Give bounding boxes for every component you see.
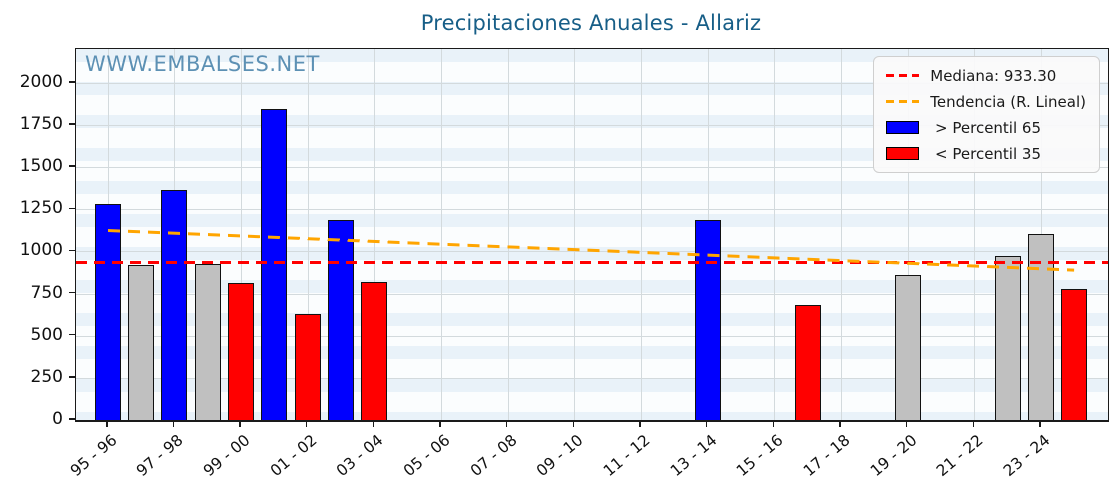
y-tick-label: 1250 [19,198,63,219]
y-tick-label: 500 [30,324,63,345]
x-tick-mark [106,421,108,427]
y-tick-mark [69,165,75,167]
y-tick-mark [69,123,75,125]
y-gridline [76,167,1108,168]
x-tick-label: 23 - 24 [999,431,1054,481]
watermark: WWW.EMBALSES.NET [85,52,320,76]
x-tick-label: 97 - 98 [133,431,187,481]
bar-23-24 [1027,233,1054,420]
y-tick-mark [69,333,75,336]
y-tick-label: 2000 [19,71,63,92]
x-tick-label: 03 - 04 [333,431,387,481]
x-tick-label: 15 - 16 [733,431,787,481]
bar-22-23 [994,255,1021,420]
bar-03-04 [361,282,388,420]
median-dash-swatch [886,74,920,77]
y-tick-mark [69,291,75,294]
chart-title: Precipitaciones Anuales - Allariz [420,11,762,35]
trend-dash-swatch [886,100,920,103]
x-tick-label: 11 - 12 [599,431,654,481]
y-gridline [76,82,1108,84]
legend-label-median: Mediana: 933.30 [930,66,1057,85]
legend-label-p35: < Percentil 35 [930,144,1042,163]
x-gridline [307,49,309,420]
x-tick-mark [239,421,241,427]
x-tick-label: 17 - 18 [799,431,854,481]
y-tick-mark [69,376,75,378]
x-tick-mark [305,421,308,427]
x-tick-label: 19 - 20 [866,431,921,481]
y-gridline [76,377,1108,379]
x-gridline [907,49,909,420]
x-gridline [974,49,976,420]
bar-01-02 [294,313,321,420]
x-tick-mark [839,421,841,427]
x-tick-mark [905,421,908,427]
plot-area: WWW.EMBALSES.NET Mediana: 933.30 Tendenc… [75,48,1109,422]
legend-item-p65: > Percentil 65 [886,118,1086,137]
y-gridline [76,293,1108,295]
legend: Mediana: 933.30 Tendencia (R. Lineal) > … [873,56,1100,173]
x-tick-mark [772,421,774,427]
legend-item-p35: < Percentil 35 [886,144,1086,163]
x-gridline [574,49,576,420]
legend-item-trend: Tendencia (R. Lineal) [886,92,1086,111]
p65-patch-swatch [886,121,920,134]
x-tick-mark [1039,421,1041,427]
bar-95-96 [94,204,121,420]
x-gridline [841,49,842,420]
x-tick-label: 05 - 06 [399,431,454,481]
x-tick-label: 13 - 14 [666,431,721,481]
bar-16-17 [794,304,821,420]
bar-97-98 [161,189,188,420]
y-gridline [76,124,1108,126]
bar-99-00 [228,282,254,420]
y-tick-mark [69,81,75,83]
p35-patch-swatch [886,147,920,160]
x-tick-label: 01 - 02 [266,431,321,481]
legend-label-p65: > Percentil 65 [930,118,1042,137]
legend-item-median: Mediana: 933.30 [886,66,1086,85]
bar-02-03 [328,219,354,420]
x-tick-mark [439,421,441,427]
bar-96-97 [128,265,154,420]
y-tick-label: 1000 [19,240,63,261]
x-tick-mark [705,421,708,427]
y-tick-label: 1500 [19,156,63,176]
trend-line [107,228,1075,272]
legend-label-trend: Tendencia (R. Lineal) [930,92,1086,111]
x-tick-label: 21 - 22 [933,431,987,481]
x-gridline [774,49,776,420]
y-tick-mark [69,249,75,252]
x-tick-label: 95 - 96 [66,431,121,481]
x-gridline [441,49,442,420]
bar-13-14 [694,220,721,420]
x-tick-mark [372,421,375,427]
y-tick-label: 250 [30,366,63,387]
x-tick-mark [572,421,575,427]
y-tick-label: 750 [30,282,63,303]
y-tick-mark [69,207,75,209]
bar-98-99 [194,263,221,420]
bar-24-25 [1061,288,1088,420]
median-line [76,261,1108,264]
y-tick-mark [69,418,75,420]
x-gridline [507,49,509,420]
y-gridline [76,335,1108,337]
x-gridline [374,49,376,420]
x-tick-mark [172,421,175,427]
y-tick-label: 1750 [19,113,63,134]
x-tick-mark [639,421,641,427]
bar-00-01 [261,108,288,420]
x-tick-mark [505,421,508,427]
x-tick-mark [972,421,974,427]
x-tick-label: 99 - 00 [199,431,254,481]
bar-19-20 [894,275,921,420]
x-gridline [641,49,642,420]
y-gridline [76,209,1108,211]
y-tick-label: 0 [52,409,63,429]
x-tick-label: 09 - 10 [533,431,587,481]
x-tick-label: 07 - 08 [466,431,521,481]
